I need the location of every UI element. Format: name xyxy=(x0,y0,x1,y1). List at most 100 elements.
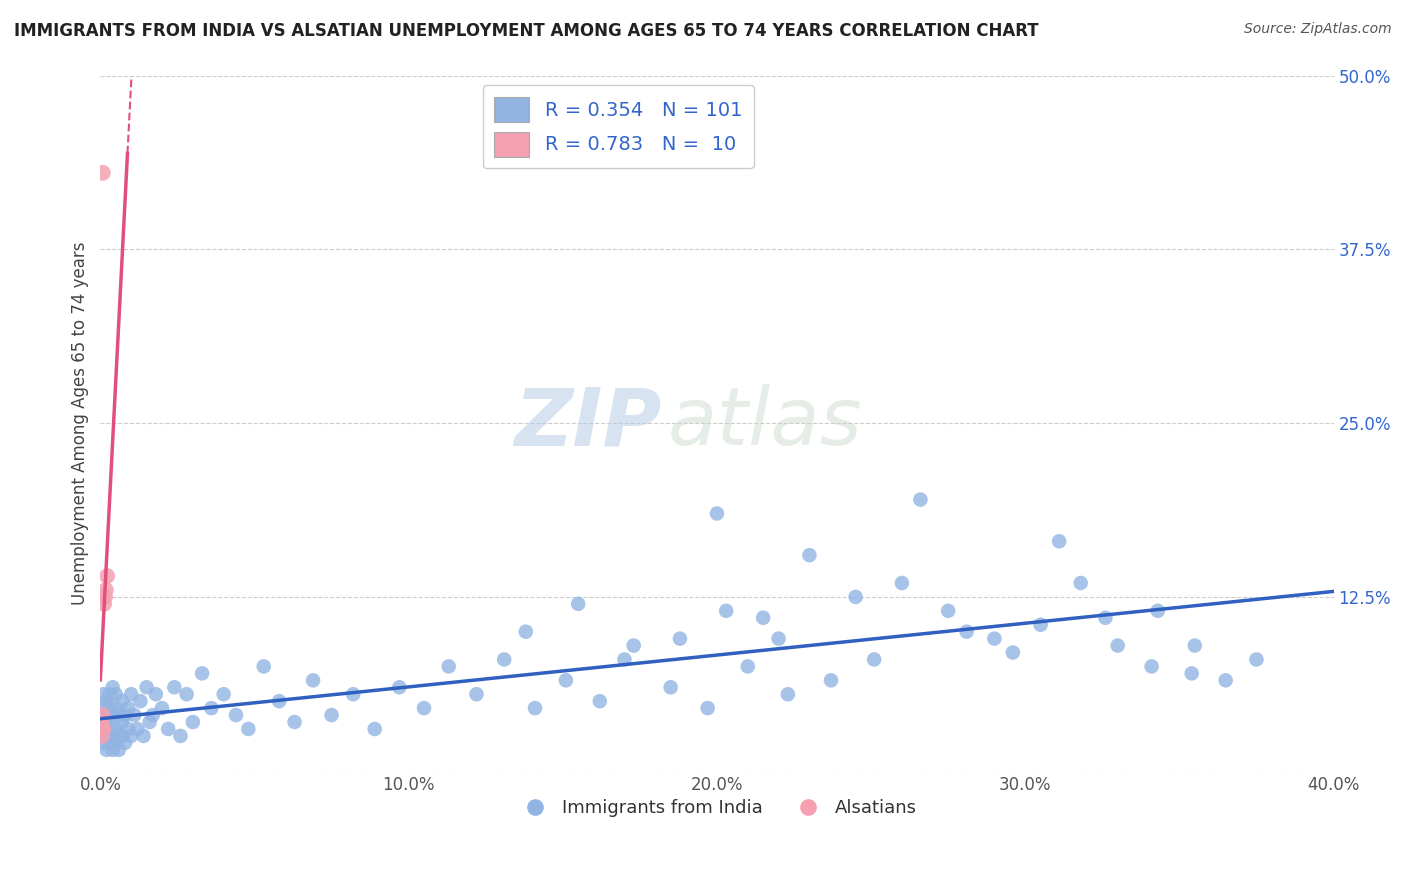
Point xyxy=(94,590,117,604)
Point xyxy=(799,548,821,562)
Point xyxy=(96,729,118,743)
Text: IMMIGRANTS FROM INDIA VS ALSATIAN UNEMPLOYMENT AMONG AGES 65 TO 74 YEARS CORRELA: IMMIGRANTS FROM INDIA VS ALSATIAN UNEMPL… xyxy=(14,22,1039,40)
Point xyxy=(114,736,136,750)
Point xyxy=(524,701,547,715)
Point xyxy=(1001,646,1024,660)
Point xyxy=(269,694,291,708)
Point xyxy=(515,624,537,639)
Point xyxy=(696,701,718,715)
Point xyxy=(108,743,131,757)
Point xyxy=(776,687,799,701)
Point xyxy=(98,687,121,701)
Point xyxy=(104,701,127,715)
Point xyxy=(91,729,114,743)
Point xyxy=(157,722,180,736)
Point xyxy=(1094,611,1116,625)
Point xyxy=(108,708,131,723)
Point xyxy=(890,576,912,591)
Point xyxy=(111,694,134,708)
Text: ZIP: ZIP xyxy=(515,384,661,462)
Point xyxy=(117,701,139,715)
Point xyxy=(93,722,115,736)
Point xyxy=(108,729,131,743)
Point xyxy=(1140,659,1163,673)
Point xyxy=(820,673,842,688)
Point xyxy=(212,687,235,701)
Point xyxy=(437,659,460,673)
Point xyxy=(145,687,167,701)
Point xyxy=(96,708,118,723)
Point xyxy=(117,722,139,736)
Point xyxy=(388,680,411,694)
Point xyxy=(589,694,612,708)
Point xyxy=(93,701,115,715)
Point xyxy=(122,708,145,723)
Point xyxy=(163,680,186,694)
Point xyxy=(342,687,364,701)
Point xyxy=(1246,652,1268,666)
Point xyxy=(1047,534,1070,549)
Point xyxy=(176,687,198,701)
Point xyxy=(1146,604,1168,618)
Point xyxy=(132,729,155,743)
Point xyxy=(669,632,692,646)
Point xyxy=(111,729,134,743)
Point xyxy=(238,722,260,736)
Text: Source: ZipAtlas.com: Source: ZipAtlas.com xyxy=(1244,22,1392,37)
Point xyxy=(554,673,576,688)
Point xyxy=(181,714,204,729)
Point xyxy=(150,701,173,715)
Point xyxy=(956,624,979,639)
Point xyxy=(1029,617,1052,632)
Point xyxy=(936,604,959,618)
Point xyxy=(200,701,222,715)
Point xyxy=(91,166,114,180)
Point xyxy=(91,708,114,723)
Point xyxy=(93,736,115,750)
Point xyxy=(101,743,124,757)
Point xyxy=(737,659,759,673)
Text: atlas: atlas xyxy=(668,384,862,462)
Point xyxy=(659,680,682,694)
Point xyxy=(104,722,127,736)
Point xyxy=(845,590,868,604)
Point xyxy=(96,743,118,757)
Y-axis label: Unemployment Among Ages 65 to 74 years: Unemployment Among Ages 65 to 74 years xyxy=(72,242,89,605)
Legend: Immigrants from India, Alsatians: Immigrants from India, Alsatians xyxy=(509,792,924,824)
Point xyxy=(138,714,160,729)
Point xyxy=(191,666,214,681)
Point xyxy=(93,597,115,611)
Point xyxy=(93,722,115,736)
Point xyxy=(623,639,645,653)
Point xyxy=(120,729,142,743)
Point xyxy=(94,582,117,597)
Point xyxy=(101,680,124,694)
Point xyxy=(104,736,127,750)
Point xyxy=(101,729,124,743)
Point xyxy=(96,714,118,729)
Point xyxy=(127,722,149,736)
Point xyxy=(1184,639,1206,653)
Point xyxy=(752,611,775,625)
Point xyxy=(364,722,387,736)
Point xyxy=(1215,673,1237,688)
Point xyxy=(321,708,343,723)
Point xyxy=(129,694,152,708)
Point xyxy=(114,708,136,723)
Point xyxy=(302,673,325,688)
Point xyxy=(567,597,589,611)
Point xyxy=(93,687,115,701)
Point xyxy=(96,694,118,708)
Point xyxy=(90,722,112,736)
Point xyxy=(101,708,124,723)
Point xyxy=(135,680,157,694)
Point xyxy=(1107,639,1129,653)
Point xyxy=(910,492,932,507)
Point xyxy=(169,729,191,743)
Point xyxy=(613,652,636,666)
Point xyxy=(253,659,276,673)
Point xyxy=(90,714,112,729)
Point xyxy=(225,708,247,723)
Point xyxy=(284,714,307,729)
Point xyxy=(111,714,134,729)
